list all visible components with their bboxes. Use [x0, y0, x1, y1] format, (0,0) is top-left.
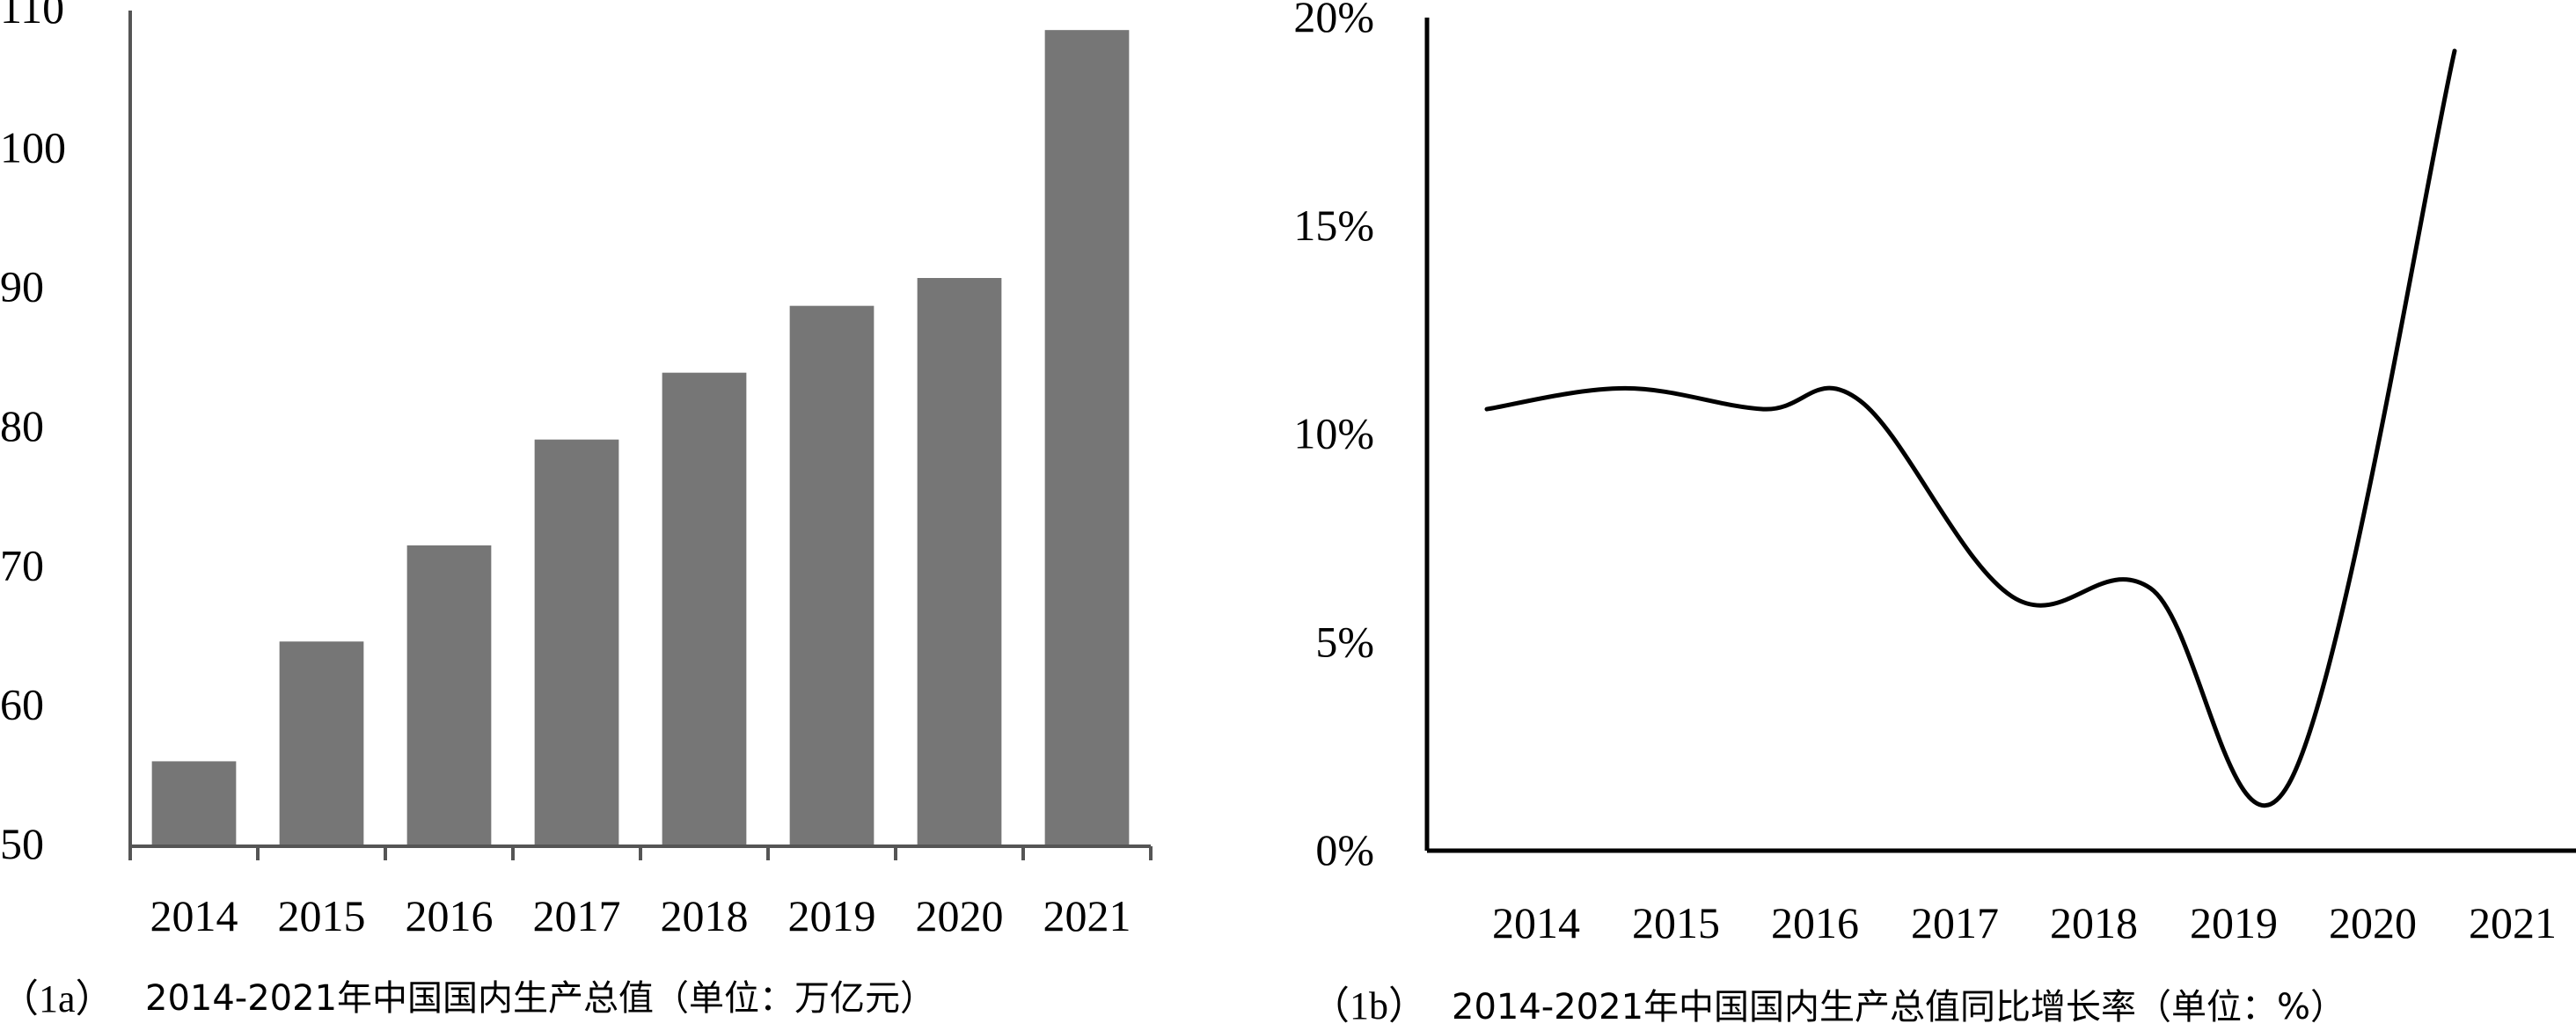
bar-x-tick-label: 2021: [1043, 891, 1131, 940]
bar-y-tick-label: 70: [0, 540, 44, 589]
bar-2018: [662, 372, 747, 847]
bar-y-tick-label: 90: [0, 262, 44, 311]
line-y-tick-label: 15%: [1293, 201, 1374, 250]
gdp-growth-line-chart: 0%5%10%15%20% 2014 2015 2016 2017 2018 2019 20…: [1293, 0, 2576, 1027]
line-x-tick-label: 2017: [1911, 898, 1999, 947]
line-x-tick-label: 2014: [1492, 898, 1580, 947]
bar-y-tick-label: 60: [0, 680, 44, 729]
line-x-tick-label: 2021: [2469, 898, 2557, 947]
bar-y-tick-label: 80: [0, 401, 44, 450]
bar-x-tick-label: 2020: [916, 891, 1004, 940]
line-x-tick-labels: 2014 2015 2016 2017 2018 2019 2020 2021: [1492, 898, 2557, 947]
bar-2017: [534, 439, 619, 846]
bar-x-tick-label: 2016: [406, 891, 494, 940]
bar-2020: [917, 278, 1002, 846]
line-x-tick-label: 2015: [1632, 898, 1720, 947]
line-caption-text: 2014-2021年中国国内生产总值同比增长率（单位：%）: [1452, 987, 2345, 1027]
line-x-tick-label: 2019: [2190, 898, 2278, 947]
bar-2016: [406, 545, 492, 846]
bar-x-tick-label: 2018: [661, 891, 749, 940]
bar-y-tick-label: 110: [0, 0, 64, 33]
bar-caption-id: （1a）: [0, 977, 114, 1020]
bar-2021: [1044, 30, 1130, 846]
line-x-tick-label: 2020: [2329, 898, 2417, 947]
bar-series: [151, 30, 1130, 847]
line-y-tick-label: 10%: [1293, 409, 1374, 458]
line-y-tick-label: 5%: [1315, 617, 1374, 666]
bar-y-tick-label: 100: [0, 122, 66, 172]
bar-y-tick-labels: 50 60 70 80 90 100 110: [0, 0, 66, 868]
bar-2015: [279, 641, 364, 846]
bar-2014: [151, 761, 237, 846]
line-y-tick-label: 0%: [1315, 825, 1374, 874]
bar-x-tick-labels: 2014 2015 2016 2017 2018 2019 2020 2021: [150, 891, 1131, 940]
line-y-tick-labels: 0% 5% 10% 15% 20%: [1293, 0, 1374, 874]
bar-x-tick-label: 2015: [278, 891, 366, 940]
line-y-tick-label: 20%: [1293, 0, 1374, 41]
bar-x-tick-marks: [128, 846, 1153, 860]
line-x-tick-label: 2018: [2050, 898, 2138, 947]
bar-y-tick-label: 50: [0, 819, 44, 868]
bar-x-tick-label: 2019: [788, 891, 876, 940]
line-caption-id: （1b）: [1311, 984, 1427, 1027]
line-x-tick-label: 2016: [1771, 898, 1859, 947]
bar-caption-text: 2014-2021年中国国内生产总值（单位：万亿元）: [145, 978, 935, 1019]
growth-series-line: [1484, 48, 2457, 808]
bar-x-tick-label: 2017: [533, 891, 621, 940]
bar-x-tick-label: 2014: [150, 891, 238, 940]
bar-2019: [789, 305, 875, 847]
